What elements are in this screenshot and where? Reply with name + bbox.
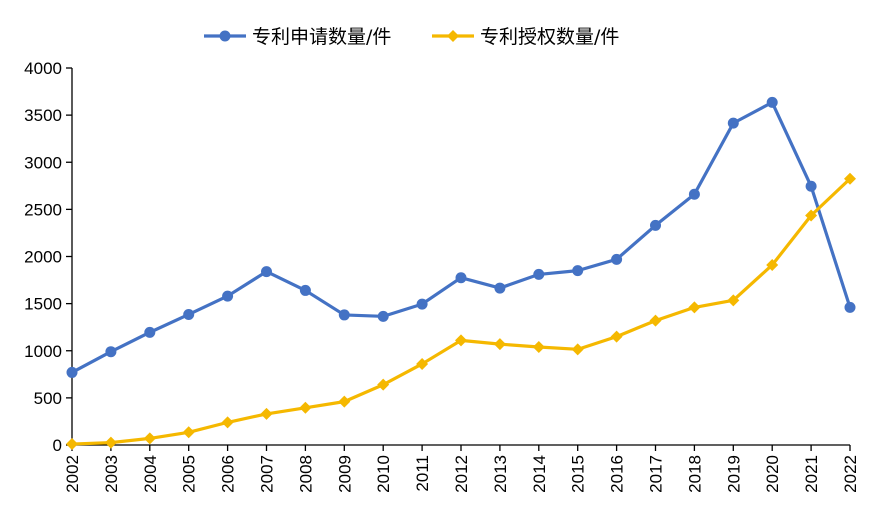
data-point	[493, 338, 506, 351]
data-point	[66, 438, 78, 451]
legend-marker	[219, 30, 231, 42]
data-point	[805, 209, 818, 222]
x-tick-label: 2021	[802, 455, 821, 493]
x-tick-label: 2006	[219, 455, 238, 493]
series-1	[66, 96, 856, 378]
data-point	[338, 309, 350, 321]
y-tick-label: 500	[34, 389, 62, 408]
data-point	[766, 258, 779, 271]
x-tick-label: 2004	[141, 455, 160, 493]
data-point	[299, 401, 312, 414]
data-point	[494, 282, 506, 294]
legend: 专利申请数量/件 专利授权数量/件	[204, 26, 619, 48]
y-tick-label: 2000	[24, 248, 62, 267]
x-tick-label: 2016	[608, 455, 627, 493]
data-point	[377, 378, 390, 391]
data-point	[727, 117, 739, 129]
data-point	[338, 395, 351, 408]
data-point	[610, 330, 623, 343]
data-point	[688, 301, 701, 314]
y-tick-label: 1000	[24, 342, 62, 361]
data-point	[377, 310, 389, 322]
x-tick-label: 2008	[296, 455, 315, 493]
data-point	[299, 284, 311, 296]
data-point	[260, 407, 273, 420]
x-tick-label: 2009	[335, 455, 354, 493]
x-tick-label: 2017	[647, 455, 666, 493]
legend-item-1: 专利申请数量/件	[204, 26, 391, 48]
x-tick-label: 2020	[763, 455, 782, 493]
series-2	[66, 172, 856, 451]
x-tick-label: 2013	[491, 455, 510, 493]
data-point	[143, 432, 156, 445]
y-tick-label: 3000	[24, 153, 62, 172]
data-point	[144, 326, 156, 338]
data-point	[221, 416, 234, 429]
data-point	[532, 340, 545, 353]
x-tick-label: 2007	[258, 455, 277, 493]
data-point	[611, 253, 623, 265]
x-tick-label: 2005	[180, 455, 199, 493]
data-point	[104, 436, 117, 449]
y-tick-label: 3500	[24, 106, 62, 125]
data-point	[572, 265, 584, 277]
data-point	[571, 343, 584, 356]
data-point	[66, 366, 78, 378]
x-tick-label: 2010	[374, 455, 393, 493]
data-point	[650, 219, 661, 231]
x-tick-label: 2002	[63, 455, 82, 493]
legend-item-2: 专利授权数量/件	[432, 26, 619, 48]
series-line	[71, 100, 852, 374]
x-tick-label: 2011	[413, 455, 432, 492]
legend-label: 专利申请数量/件	[252, 26, 391, 48]
legend-marker	[447, 30, 459, 42]
data-point	[182, 426, 195, 439]
x-tick-label: 2015	[569, 455, 588, 493]
data-point	[222, 290, 234, 302]
data-point	[766, 96, 778, 108]
x-tick-label: 2014	[530, 455, 549, 493]
data-point	[533, 268, 545, 280]
data-point	[805, 180, 817, 192]
data-point	[649, 314, 662, 327]
x-tick-label: 2003	[102, 455, 121, 493]
data-point	[844, 172, 856, 185]
data-point	[416, 298, 428, 310]
legend-label: 专利授权数量/件	[480, 26, 619, 48]
x-tick-label: 2019	[724, 455, 743, 493]
data-point	[183, 308, 195, 320]
data-point	[844, 301, 856, 313]
data-point	[105, 346, 117, 358]
x-tick-label: 2018	[685, 455, 704, 493]
x-axis: 2002 2003 2004 2005 2006 2007 2008 2009 2010 2011…	[63, 444, 860, 493]
y-axis: 0 500 1000 1500 2000 2500 3000 3500 4000	[24, 59, 73, 455]
data-point	[455, 272, 467, 284]
x-tick-label: 2022	[841, 455, 860, 493]
y-tick-label: 4000	[24, 59, 62, 78]
x-tick-label: 2012	[452, 455, 471, 493]
y-tick-label: 0	[53, 436, 62, 455]
data-point	[261, 266, 272, 278]
data-point	[416, 357, 429, 370]
series-layer	[66, 96, 856, 451]
y-tick-label: 2500	[24, 200, 62, 219]
data-point	[455, 334, 467, 347]
data-point	[688, 188, 700, 200]
data-point	[727, 294, 740, 307]
y-tick-label: 1500	[24, 295, 62, 314]
